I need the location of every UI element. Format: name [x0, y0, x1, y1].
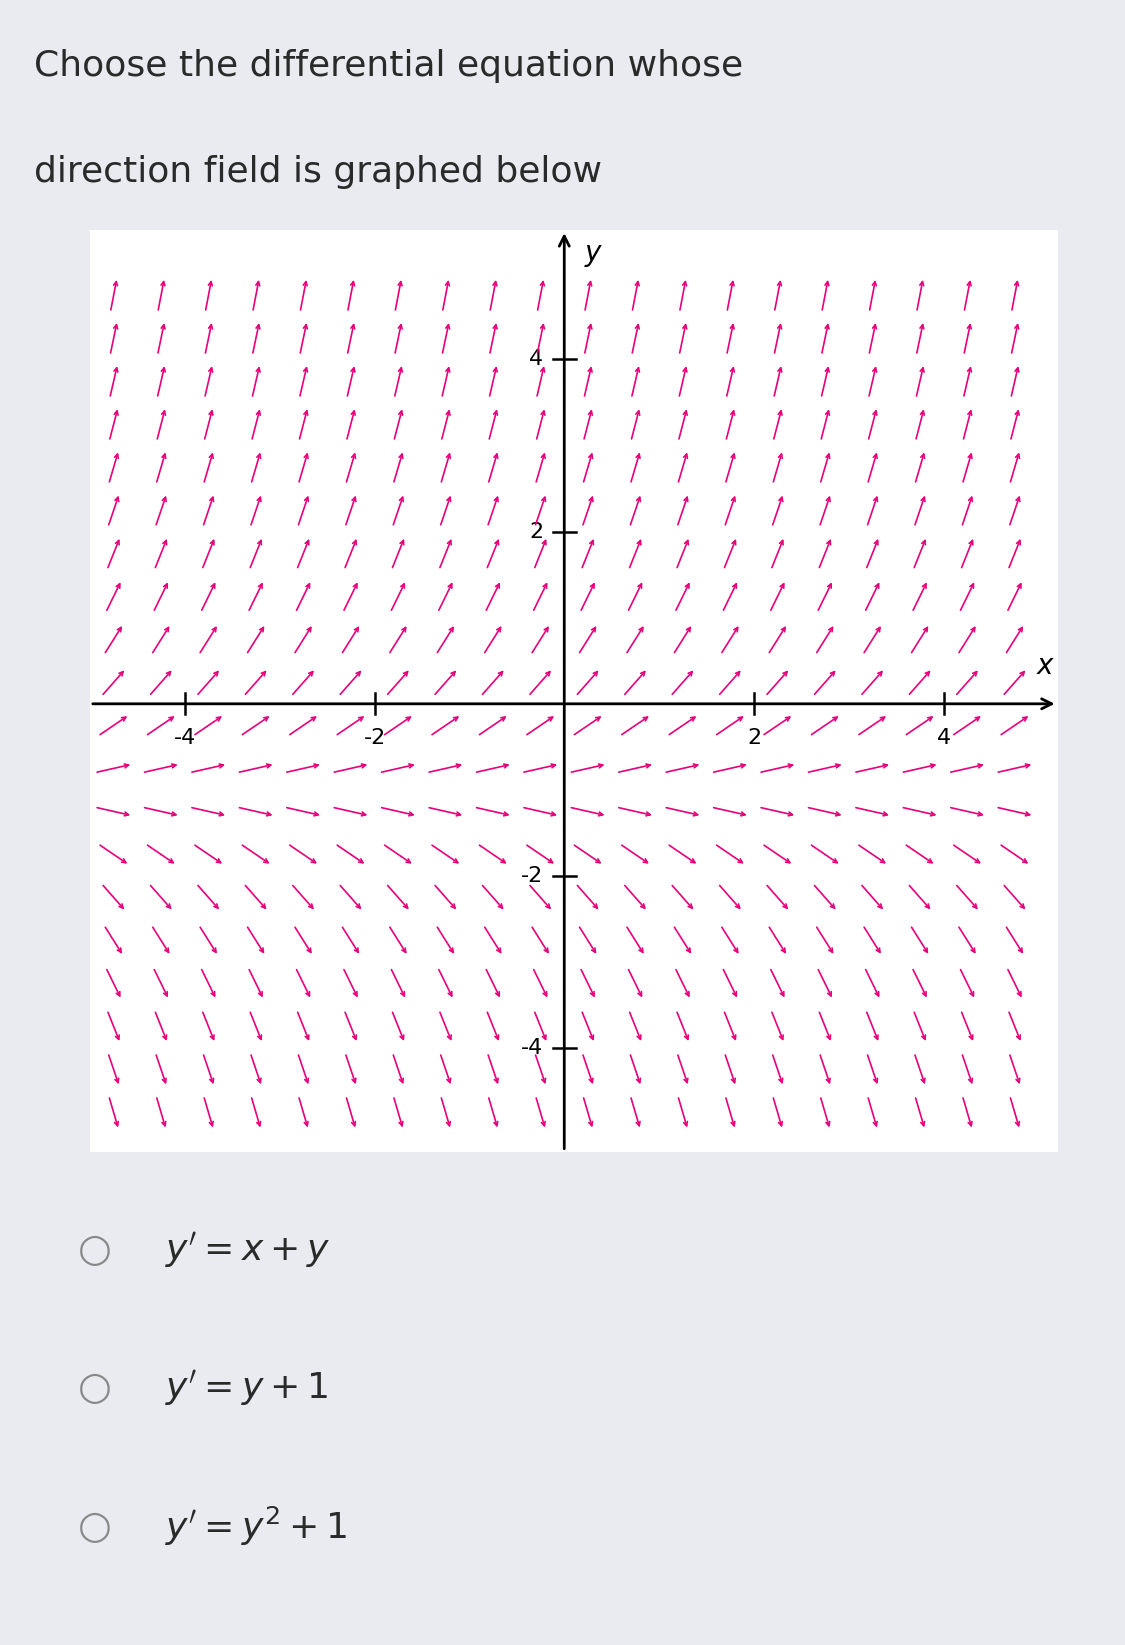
- Text: $y' = y^2 + 1$: $y' = y^2 + 1$: [164, 1505, 346, 1548]
- Text: x: x: [1036, 651, 1053, 679]
- Text: ○: ○: [78, 1230, 111, 1270]
- Text: -4: -4: [173, 729, 196, 748]
- Text: 4: 4: [937, 729, 951, 748]
- Text: 4: 4: [529, 349, 543, 370]
- Text: 2: 2: [747, 729, 760, 748]
- Text: ○: ○: [78, 1507, 111, 1546]
- Text: Choose the differential equation whose: Choose the differential equation whose: [34, 48, 742, 82]
- Text: 2: 2: [529, 521, 543, 541]
- Text: -2: -2: [521, 865, 543, 887]
- Text: -4: -4: [521, 1038, 543, 1058]
- Text: direction field is graphed below: direction field is graphed below: [34, 155, 602, 189]
- Text: $y' = x + y$: $y' = x + y$: [164, 1230, 331, 1270]
- Text: y: y: [585, 239, 602, 266]
- Text: -2: -2: [363, 729, 386, 748]
- Text: ○: ○: [78, 1369, 111, 1408]
- Text: $y' = y + 1$: $y' = y + 1$: [164, 1369, 328, 1408]
